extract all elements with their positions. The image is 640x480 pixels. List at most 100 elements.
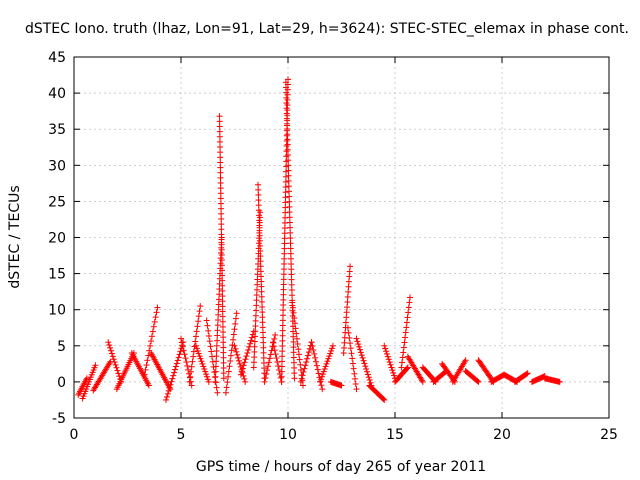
data-point: [344, 299, 351, 306]
data-point: [219, 272, 226, 279]
data-point: [383, 348, 390, 355]
data-point: [283, 94, 290, 101]
data-point: [289, 304, 296, 311]
data-point: [175, 354, 182, 361]
data-point: [282, 173, 289, 180]
data-point: [287, 255, 294, 262]
data-point: [278, 363, 285, 370]
data-point: [266, 355, 273, 362]
data-point: [354, 338, 361, 345]
data-point: [315, 370, 322, 377]
x-tick-label: 15: [386, 427, 404, 443]
data-point: [150, 323, 157, 330]
satellite-arc: [511, 370, 531, 385]
data-point: [313, 362, 320, 369]
satellite-arc: [289, 299, 306, 389]
data-point: [271, 347, 278, 354]
data-point: [234, 351, 241, 358]
data-point: [390, 369, 397, 376]
data-point: [232, 345, 239, 352]
data-point: [302, 362, 309, 369]
data-point: [388, 364, 395, 371]
satellite-arc: [278, 76, 291, 385]
data-point: [199, 360, 206, 367]
data-point: [253, 302, 260, 309]
data-point: [227, 357, 234, 364]
data-point: [220, 329, 227, 336]
y-tick-label: 5: [57, 339, 66, 355]
data-point: [212, 378, 219, 385]
data-point: [193, 345, 200, 352]
data-point: [279, 343, 286, 350]
satellite-arc: [381, 342, 398, 382]
data-point: [203, 373, 210, 380]
data-point: [107, 344, 114, 351]
data-point: [311, 350, 318, 357]
data-point: [218, 205, 225, 212]
data-point: [288, 271, 295, 278]
data-point: [347, 263, 354, 270]
data-point: [406, 294, 413, 301]
data-point: [186, 378, 193, 385]
data-point: [251, 343, 258, 350]
y-tick-label: 20: [48, 231, 66, 247]
data-point: [405, 309, 412, 316]
data-point: [286, 198, 293, 205]
data-point: [231, 326, 238, 333]
data-point: [257, 263, 264, 270]
data-point: [287, 235, 294, 242]
data-point: [278, 378, 285, 385]
data-point: [208, 348, 215, 355]
data-point: [360, 357, 367, 364]
data-point: [255, 181, 262, 188]
data-point: [291, 320, 298, 327]
data-point: [177, 348, 184, 355]
data-point: [350, 365, 357, 372]
data-point: [258, 288, 265, 295]
data-point: [205, 327, 212, 334]
data-point: [282, 189, 289, 196]
satellite-arc: [222, 310, 240, 396]
data-point: [398, 364, 405, 371]
data-point: [164, 390, 171, 397]
data-point: [352, 381, 359, 388]
data-point: [209, 358, 216, 365]
data-point: [212, 373, 219, 380]
data-point: [340, 350, 347, 357]
data-point: [188, 382, 195, 389]
data-point: [280, 291, 287, 298]
data-point: [283, 84, 290, 91]
data-point: [255, 191, 262, 198]
data-point: [143, 362, 150, 369]
data-point: [243, 353, 250, 360]
data-point: [310, 347, 317, 354]
data-point: [216, 128, 223, 135]
data-point: [205, 333, 212, 340]
data-point: [279, 332, 286, 339]
data-point: [218, 215, 225, 222]
data-point: [218, 226, 225, 233]
data-point: [403, 324, 410, 331]
data-point: [304, 355, 311, 362]
data-point: [219, 298, 226, 305]
data-point: [401, 339, 408, 346]
data-point: [183, 359, 190, 366]
data-point: [287, 229, 294, 236]
data-point: [474, 378, 481, 385]
y-tick-label: 25: [48, 194, 66, 210]
y-tick-label: 40: [48, 86, 66, 102]
data-point: [217, 144, 224, 151]
data-point: [381, 342, 388, 349]
data-point: [462, 357, 469, 364]
data-point: [280, 271, 287, 278]
data-point: [284, 146, 291, 153]
data-point: [418, 377, 425, 384]
data-point: [258, 298, 265, 305]
data-point: [296, 356, 303, 363]
data-point: [312, 358, 319, 365]
data-point: [281, 260, 288, 267]
data-point: [284, 120, 291, 127]
data-point: [235, 354, 242, 361]
data-point: [284, 131, 291, 138]
data-point: [295, 346, 302, 353]
